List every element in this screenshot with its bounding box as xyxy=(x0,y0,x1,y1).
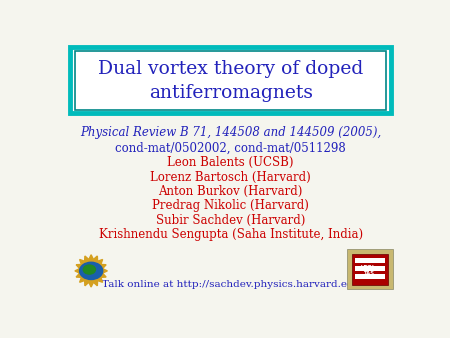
Text: VERI
TAS: VERI TAS xyxy=(361,265,375,275)
Text: Leon Balents (UCSB): Leon Balents (UCSB) xyxy=(167,156,294,169)
Text: Dual vortex theory of doped
antiferromagnets: Dual vortex theory of doped antiferromag… xyxy=(98,60,363,102)
FancyBboxPatch shape xyxy=(352,254,388,285)
Text: Subir Sachdev (Harvard): Subir Sachdev (Harvard) xyxy=(156,214,305,227)
Text: Physical Review B 71, 144508 and 144509 (2005),: Physical Review B 71, 144508 and 144509 … xyxy=(80,126,381,140)
FancyBboxPatch shape xyxy=(355,274,386,279)
FancyBboxPatch shape xyxy=(347,249,393,289)
Text: Lorenz Bartosch (Harvard): Lorenz Bartosch (Harvard) xyxy=(150,171,311,184)
Text: cond-mat/0502002, cond-mat/0511298: cond-mat/0502002, cond-mat/0511298 xyxy=(115,142,346,154)
Polygon shape xyxy=(75,255,108,287)
Text: Talk online at http://sachdev.physics.harvard.edu: Talk online at http://sachdev.physics.ha… xyxy=(102,280,360,289)
Text: Krishnendu Sengupta (Saha Institute, India): Krishnendu Sengupta (Saha Institute, Ind… xyxy=(99,228,363,241)
FancyBboxPatch shape xyxy=(76,51,386,110)
FancyBboxPatch shape xyxy=(355,258,386,263)
FancyBboxPatch shape xyxy=(70,47,391,114)
Circle shape xyxy=(83,265,95,274)
Text: Anton Burkov (Harvard): Anton Burkov (Harvard) xyxy=(158,185,303,198)
Text: Predrag Nikolic (Harvard): Predrag Nikolic (Harvard) xyxy=(152,199,309,212)
Circle shape xyxy=(80,262,103,280)
FancyBboxPatch shape xyxy=(355,266,386,271)
